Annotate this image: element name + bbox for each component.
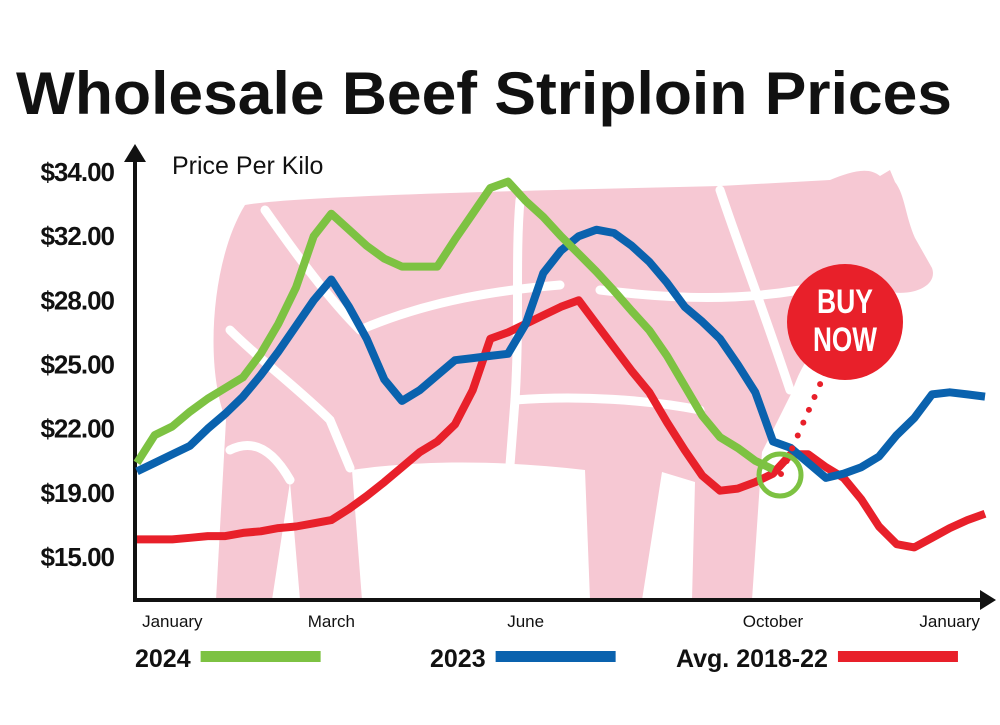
x-tick-label: January (142, 612, 203, 631)
annotation: BUY (817, 283, 873, 321)
x-tick-label: June (507, 612, 544, 631)
series-line (137, 296, 987, 552)
cut-line (225, 325, 355, 473)
legend-swatch (837, 651, 958, 662)
callout-dots (778, 363, 831, 477)
buy-now-badge (787, 264, 903, 380)
y-tick-label: $25.00 (40, 350, 114, 380)
cut-line (505, 195, 525, 470)
y-tick-label: $34.00 (40, 157, 114, 187)
legend-label: Avg. 2018-22 (676, 645, 828, 673)
x-tick-label: January (919, 612, 980, 631)
series-line (133, 177, 775, 473)
cut-line (225, 440, 295, 485)
y-tick-label: $22.00 (40, 414, 114, 444)
legend-swatch (495, 651, 616, 662)
y-axis-arrow (124, 144, 146, 162)
cut-line (260, 205, 365, 335)
highlight-ring (756, 451, 804, 499)
legend-label: 2024 (135, 645, 191, 673)
cow-body (213, 170, 933, 600)
y-tick-label: $32.00 (40, 221, 114, 251)
cut-line (510, 393, 705, 415)
cow-silhouette (213, 170, 933, 600)
cut-line (595, 285, 805, 302)
cow-cut-lines (225, 185, 805, 485)
lines (133, 177, 987, 552)
x-tick-label: March (308, 612, 355, 631)
x-tick-label: October (743, 612, 804, 631)
legend-swatch (200, 651, 321, 662)
series-line (135, 225, 986, 482)
y-tick-label: $19.00 (40, 478, 114, 508)
y-tick-label: $15.00 (40, 542, 114, 572)
y-tick-label: $28.00 (40, 285, 114, 315)
y-axis-label: Price Per Kilo (172, 152, 323, 180)
cut-line (715, 185, 795, 395)
annotation: NOW (813, 321, 878, 359)
legend-label: 2023 (430, 645, 486, 673)
x-axis-arrow (980, 590, 996, 610)
chart-title: Wholesale Beef Striploin Prices (16, 60, 952, 127)
